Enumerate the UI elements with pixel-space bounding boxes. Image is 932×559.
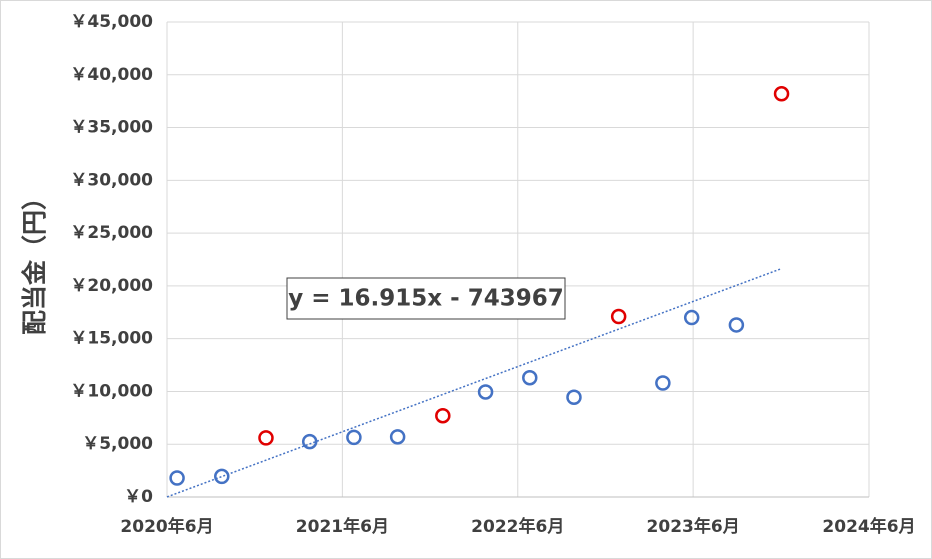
y-tick-label: ￥30,000	[70, 170, 153, 190]
point	[655, 375, 671, 391]
y-tick-label: ￥0	[124, 487, 153, 507]
point	[435, 407, 451, 424]
y-tick-label: ￥45,000	[70, 12, 153, 32]
point	[522, 369, 538, 386]
y-tick-label: ￥25,000	[70, 223, 153, 243]
point	[477, 384, 494, 400]
x-tick-label: 2022年6月	[471, 516, 564, 537]
y-tick-label: ￥35,000	[70, 118, 153, 138]
x-tick-label: 2020年6月	[120, 516, 213, 537]
point	[389, 429, 406, 445]
x-tick-label: 2024年6月	[822, 516, 915, 537]
x-tick-label: 2023年6月	[647, 516, 740, 537]
trendline	[166, 267, 782, 498]
y-tick-label: ￥40,000	[70, 65, 153, 85]
y-tick-label: ￥5,000	[82, 434, 153, 454]
point	[214, 468, 230, 485]
y-tick-label: ￥15,000	[70, 329, 153, 349]
equation-box	[286, 277, 566, 320]
point	[169, 470, 185, 486]
equation: y = 16.915x - 743967	[288, 286, 563, 312]
point	[610, 308, 627, 325]
y-axis-label: 配当金（円）	[20, 185, 49, 335]
point	[566, 389, 582, 405]
point	[258, 430, 274, 446]
x-tick-label: 2021年6月	[296, 516, 389, 537]
point	[773, 86, 790, 102]
point	[301, 433, 318, 450]
point	[683, 309, 700, 326]
point	[728, 317, 745, 333]
y-tick-label: ￥10,000	[70, 381, 153, 401]
point	[346, 429, 362, 446]
y-tick-label: ￥20,000	[70, 276, 153, 296]
